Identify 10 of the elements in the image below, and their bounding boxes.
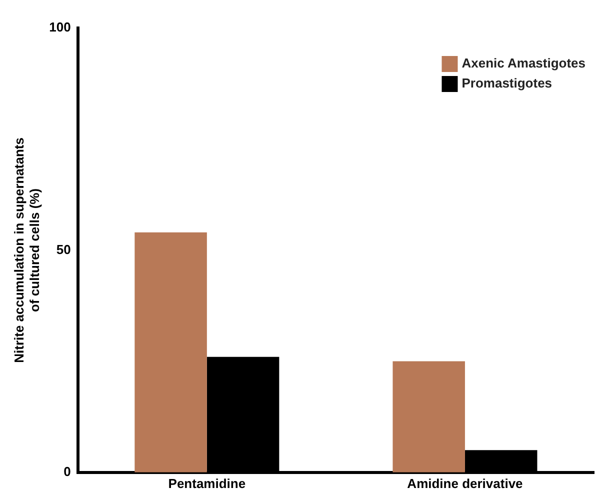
bar [392,361,465,472]
y-tick-label: 0 [64,464,71,479]
bar [134,232,207,472]
y-axis-title: Nitrite accumulation in supernatants of cultured cells (%) [11,138,42,363]
y-tick-label: 50 [56,242,71,257]
x-tick-label: Pentamidine [168,476,246,491]
y-tick-label: 100 [49,20,71,35]
legend-label: Promastigotes [462,76,552,91]
x-tick-label: Amidine derivative [407,476,523,491]
legend-label: Axenic Amastigotes [462,56,586,71]
